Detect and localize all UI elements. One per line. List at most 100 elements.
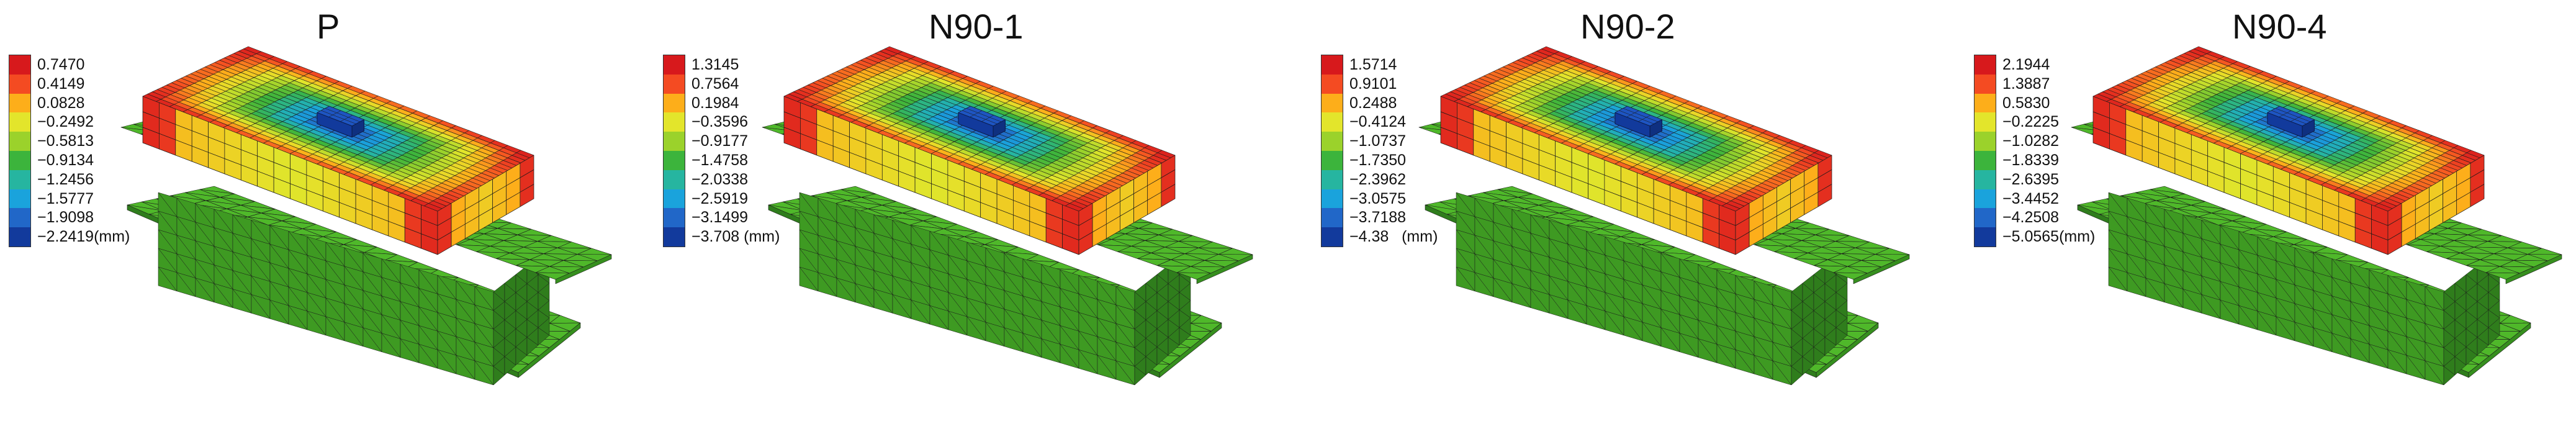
panel-n90-4: N90-4 2.1944 1.3887 0.5830 −0.2225 −1.02… — [1932, 0, 2576, 421]
legend-swatch — [664, 227, 685, 247]
legend-label: −1.7350 — [1349, 152, 1407, 169]
legend-label: −2.3962 — [1349, 170, 1407, 188]
legend-swatch — [1322, 208, 1343, 228]
legend-swatch — [1975, 74, 1996, 94]
legend-swatch — [1975, 189, 1996, 209]
legend-label: 1.5714 — [1349, 56, 1397, 73]
legend-label: −2.5919 — [691, 189, 749, 207]
legend-swatch — [1975, 112, 1996, 132]
legend-swatch — [1322, 170, 1343, 189]
legend-label: 1.3887 — [2002, 75, 2050, 93]
legend-unit: (mm) — [94, 228, 130, 246]
legend-swatch — [664, 74, 685, 94]
fe-model-contour — [762, 46, 1253, 386]
legend-label: −1.4758 — [691, 152, 749, 169]
legend-swatch — [1322, 93, 1343, 113]
panel-title: N90-1 — [929, 7, 1024, 46]
legend-color-bar — [1974, 55, 1996, 247]
legend-label: −0.9134 — [37, 152, 94, 169]
legend-swatch — [1322, 74, 1343, 94]
legend-swatch — [1322, 189, 1343, 209]
fe-model-contour — [120, 46, 612, 386]
legend-unit: (mm) — [1402, 228, 1438, 246]
legend-label: −2.6395 — [2002, 170, 2060, 188]
legend-label: 0.5830 — [2002, 94, 2050, 112]
legend-label: 0.2488 — [1349, 94, 1397, 112]
legend-label: 2.1944 — [2002, 56, 2050, 73]
panel-title: N90-4 — [2232, 7, 2327, 46]
legend-label: −1.5777 — [37, 189, 94, 207]
legend-label: −0.2492 — [37, 113, 94, 131]
legend-swatch — [9, 132, 30, 151]
legend-label: 0.1984 — [691, 94, 739, 112]
legend-swatch — [1322, 227, 1343, 247]
legend-label: −3.708 (mm) — [691, 228, 780, 246]
legend-swatch — [9, 208, 30, 228]
legend-label: −3.7188 — [1349, 209, 1407, 227]
legend-swatch — [1322, 55, 1343, 75]
legend-swatch — [664, 112, 685, 132]
legend-label: −4.2508 — [2002, 209, 2060, 227]
legend-swatch — [1975, 93, 1996, 113]
legend-swatch — [9, 112, 30, 132]
legend-swatch — [664, 55, 685, 75]
legend-label: 0.4149 — [37, 75, 85, 93]
legend-swatch — [1975, 170, 1996, 189]
legend-label: −0.9177 — [691, 132, 749, 150]
panel-title: P — [317, 7, 340, 46]
legend-label: −4.38 (mm) — [1349, 228, 1438, 246]
legend-min-value: −5.0565 — [2002, 228, 2060, 246]
legend-label: −3.0575 — [1349, 189, 1407, 207]
fe-model-contour — [1418, 46, 1910, 386]
legend-swatch — [1975, 227, 1996, 247]
legend-min-value: −4.38 — [1349, 228, 1389, 246]
legend-label: −1.2456 — [37, 170, 94, 188]
legend-swatch — [1975, 208, 1996, 228]
legend-label: −1.8339 — [2002, 152, 2060, 169]
legend-swatch — [9, 170, 30, 189]
legend-swatch — [9, 74, 30, 94]
legend-label: −5.0565(mm) — [2002, 228, 2095, 246]
legend-swatch — [1322, 132, 1343, 151]
legend-swatch — [664, 150, 685, 170]
panel-title: N90-2 — [1580, 7, 1675, 46]
legend-label: −2.2419(mm) — [37, 228, 130, 246]
legend-label: −3.1499 — [691, 209, 749, 227]
legend-swatch — [664, 170, 685, 189]
legend-swatch — [664, 208, 685, 228]
legend-unit: (mm) — [744, 228, 780, 246]
legend-swatch — [9, 55, 30, 75]
legend-label: −2.0338 — [691, 170, 749, 188]
panel-p: P 0.7470 0.4149 0.0828 −0.2492 −0.5813 −… — [0, 0, 644, 421]
legend-unit: (mm) — [2059, 228, 2096, 246]
legend-label: 0.0828 — [37, 94, 85, 112]
legend-swatch — [1975, 132, 1996, 151]
legend-label: 0.7564 — [691, 75, 739, 93]
legend-min-value: −2.2419 — [37, 228, 94, 246]
fe-model-contour — [2071, 46, 2562, 386]
legend-label: −0.5813 — [37, 132, 94, 150]
legend-swatch — [1322, 112, 1343, 132]
legend-swatch — [9, 189, 30, 209]
panel-n90-1: N90-1 1.3145 0.7564 0.1984 −0.3596 −0.91… — [644, 0, 1289, 421]
legend-min-value: −3.708 — [691, 228, 740, 246]
legend-label: 0.9101 — [1349, 75, 1397, 93]
legend-swatch — [9, 227, 30, 247]
legend-label: −0.2225 — [2002, 113, 2060, 131]
legend-label: −3.4452 — [2002, 189, 2060, 207]
panel-n90-2: N90-2 1.5714 0.9101 0.2488 −0.4124 −1.07… — [1289, 0, 1933, 421]
legend-swatch — [9, 93, 30, 113]
legend-label: −1.9098 — [37, 209, 94, 227]
legend-swatch — [1975, 55, 1996, 75]
legend-swatch — [664, 189, 685, 209]
legend-label: −1.0737 — [1349, 132, 1407, 150]
legend-label: 1.3145 — [691, 56, 739, 73]
legend-label: −0.4124 — [1349, 113, 1407, 131]
legend-color-bar — [9, 55, 31, 247]
legend-swatch — [664, 132, 685, 151]
legend-swatch — [1975, 150, 1996, 170]
legend-label: −1.0282 — [2002, 132, 2060, 150]
legend-swatch — [1322, 150, 1343, 170]
legend-color-bar — [1321, 55, 1343, 247]
legend-color-bar — [663, 55, 685, 247]
